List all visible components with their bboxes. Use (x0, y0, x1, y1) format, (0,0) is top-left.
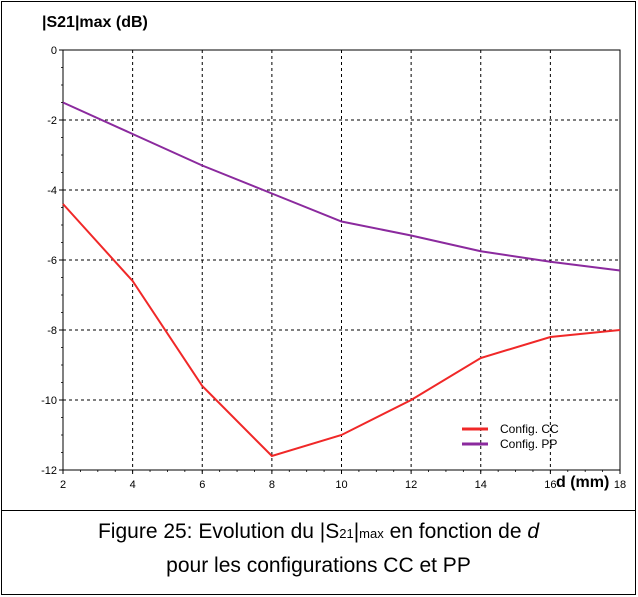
caption-subscript-21: 21 (339, 526, 354, 541)
x-tick-label: 8 (269, 479, 275, 491)
line-chart: 2 4 6 8 10 12 14 16 18 0 -2 -4 -6 -8 -10 -12 Config. CCC… (41, 45, 626, 491)
figure-caption: Figure 25: Evolution du |S21|max en fonc… (1, 516, 636, 582)
caption-separator (1, 510, 636, 511)
y-tick-label: -6 (47, 255, 57, 267)
x-axis-title: d (mm) (556, 474, 610, 491)
x-tick-label: 4 (130, 479, 136, 491)
y-axis-title: |S21|max (dB) (42, 14, 148, 31)
x-tick-label: 18 (614, 479, 626, 491)
x-tick-label: 14 (475, 479, 487, 491)
y-tick-label: -8 (47, 325, 57, 337)
x-tick-label: 10 (335, 479, 347, 491)
caption-line-1: Figure 25: Evolution du |S21|max en fonc… (1, 516, 636, 550)
x-tick-label: 12 (405, 479, 417, 491)
x-tick-label: 16 (544, 479, 556, 491)
legend-label: Config. CC (500, 422, 559, 436)
caption-subscript-max: max (359, 526, 384, 541)
y-tick-label: -2 (47, 115, 57, 127)
series-line-cc (62, 203, 621, 458)
y-tick-label: 0 (51, 45, 57, 57)
x-tick-label: 6 (199, 479, 205, 491)
x-tick-label: 2 (60, 479, 66, 491)
y-tick-label: -4 (47, 185, 57, 197)
caption-prefix: Figure 25: Evolution du |S (97, 520, 340, 543)
legend-label: Config. PP (500, 437, 557, 451)
y-tick-label: -12 (41, 465, 57, 477)
caption-variable: d (527, 520, 540, 543)
caption-bar: | (353, 520, 360, 543)
series-line-pp (62, 101, 621, 272)
caption-after: en fonction de (383, 520, 528, 543)
caption-line-2: pour les configurations CC et PP (166, 554, 471, 577)
y-tick-label: -10 (41, 395, 57, 407)
